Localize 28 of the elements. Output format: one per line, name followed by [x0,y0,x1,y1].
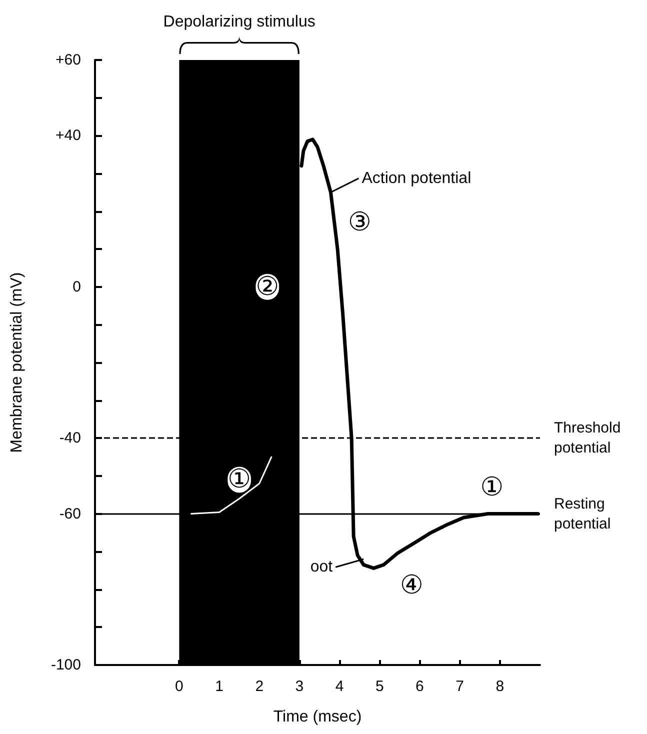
annotation: oot [310,558,334,576]
x-tick-label: 6 [416,678,424,695]
x-tick-label: 2 [255,678,264,695]
annotation: ② [256,272,280,302]
annotation: ① [228,464,251,495]
y-axis-title: Membrane potential (mV) [8,272,26,453]
band-label: Depolarizing stimulus [163,14,316,30]
x-tick-label: 3 [295,678,304,695]
annotation: ① [480,472,504,502]
y-tick-label: -40 [59,430,81,447]
annotation: Action potential [362,170,472,187]
ref-line-label: Resting potential [554,495,611,532]
y-tick-label: +60 [56,52,81,68]
annotation: ④ [400,570,424,601]
x-tick-label: 5 [375,678,384,695]
line-series [190,456,272,514]
x-tick-label: 1 [215,678,224,695]
y-tick-label: 0 [72,278,81,296]
x-tick-label: 7 [456,678,464,695]
y-tick-label: -100 [50,656,81,674]
x-tick-label: 4 [335,678,344,695]
x-tick-label: 8 [496,678,504,695]
ref-line-label: Threshold potential [554,420,625,457]
y-tick-label: +40 [56,127,81,144]
annotation: ③ [348,208,372,238]
x-tick-label: 0 [175,678,184,695]
y-tick-label: -60 [59,505,81,522]
x-axis-title: Time (msec) [273,708,362,726]
